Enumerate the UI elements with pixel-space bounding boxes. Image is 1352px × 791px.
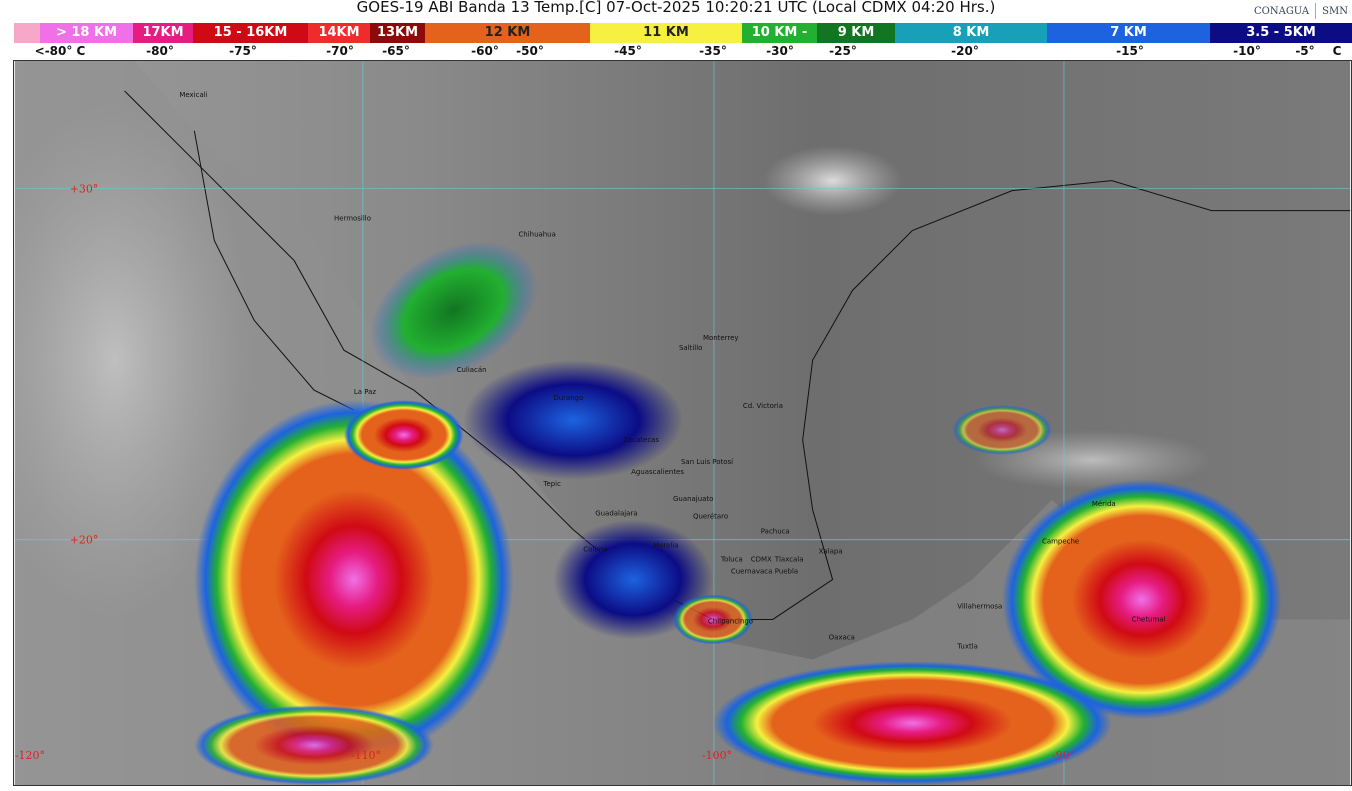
legend-segment: > 18 KM	[40, 23, 133, 43]
city-label: Chilpancingo	[708, 617, 753, 625]
image-title: GOES-19 ABI Banda 13 Temp.[C] 07-Oct-202…	[356, 0, 996, 16]
city-labels: Mexicali Hermosillo Chihuahua Culiacán La Pa…	[179, 91, 1165, 650]
city-label: Cuernavaca	[731, 568, 773, 576]
city-label: CDMX	[751, 556, 772, 564]
legend-segment: 17KM	[133, 23, 193, 43]
conagua-logo: CONAGUA	[1254, 5, 1310, 17]
city-label: Oaxaca	[829, 633, 855, 641]
temperature-label: -45°	[614, 44, 642, 58]
longitude-label: -120°	[15, 749, 45, 762]
legend-segment: 7 KM	[1047, 23, 1210, 43]
city-label: Tuxtla	[956, 642, 978, 650]
city-label: Puebla	[775, 568, 798, 576]
latitude-label: +20°	[70, 534, 99, 547]
smn-logo: SMN	[1322, 5, 1348, 17]
temperature-label: -15°	[1116, 44, 1144, 58]
temperature-label: -75°	[229, 44, 257, 58]
city-label: Mexicali	[179, 91, 207, 99]
color-legend-bar: > 18 KM 17KM 15 - 16KM 14KM 13KM 12 KM 11 KM 10…	[14, 23, 1352, 43]
city-label: Toluca	[720, 556, 743, 564]
city-label: Cd. Victoria	[743, 402, 783, 410]
graticule-labels: +30° +20° -120° -110° -100° -90°	[15, 183, 1075, 762]
temperature-label: -20°	[951, 44, 979, 58]
city-label: Monterrey	[703, 334, 739, 342]
city-label: Chetumal	[1132, 615, 1166, 623]
city-label: Pachuca	[761, 528, 790, 536]
city-label: Querétaro	[693, 513, 728, 521]
temperature-label: <-80° C	[34, 44, 86, 58]
legend-segment: 8 KM	[895, 23, 1047, 43]
legend-segment	[14, 23, 40, 43]
legend-segment: 11 KM	[590, 23, 742, 43]
city-label: Guanajuato	[673, 495, 713, 503]
city-label: Campeche	[1042, 538, 1079, 546]
legend-segment: 9 KM	[817, 23, 895, 43]
legend-segment: 3.5 - 5KM	[1210, 23, 1352, 43]
city-label: Guadalajara	[595, 510, 637, 518]
city-label: Mérida	[1092, 500, 1116, 508]
legend-segment: 13KM	[370, 23, 425, 43]
temperature-label: -35°	[699, 44, 727, 58]
temperature-label: -30°	[766, 44, 794, 58]
city-label: Zacatecas	[623, 436, 659, 444]
temperature-label: -10°	[1233, 44, 1261, 58]
legend-segment: 15 - 16KM	[193, 23, 308, 43]
temperature-label: -70°	[326, 44, 354, 58]
temperature-label: -25°	[829, 44, 857, 58]
city-label: Culiacán	[457, 366, 487, 374]
legend-segment: 12 KM	[425, 23, 590, 43]
temperature-label: -5°	[1295, 44, 1315, 58]
temperature-label: -60°	[471, 44, 499, 58]
city-label: Tepic	[542, 480, 561, 488]
city-label: La Paz	[354, 388, 377, 396]
city-label: Xalapa	[819, 548, 843, 556]
city-label: Morelia	[653, 542, 678, 550]
logos: CONAGUA SMN	[1254, 3, 1348, 19]
longitude-label: -110°	[351, 749, 381, 762]
latitude-label: +30°	[70, 183, 99, 196]
city-label: Chihuahua	[518, 231, 555, 239]
city-label: San Luis Potosí	[681, 458, 734, 466]
longitude-label: -100°	[702, 749, 732, 762]
city-label: Saltillo	[679, 344, 702, 352]
legend-segment: 10 KM -	[742, 23, 817, 43]
city-label: Colima	[583, 546, 607, 554]
logo-divider	[1315, 3, 1317, 19]
temperature-label: C	[1332, 44, 1342, 58]
temperature-label: -80°	[146, 44, 174, 58]
temperature-label: -65°	[382, 44, 410, 58]
city-label: Hermosillo	[334, 215, 371, 223]
city-label: Durango	[553, 394, 583, 402]
longitude-label: -90°	[1052, 749, 1075, 762]
city-label: Villahermosa	[957, 602, 1002, 610]
city-label: Tlaxcala	[774, 556, 804, 564]
temperature-label: -50°	[516, 44, 544, 58]
legend-segment: 14KM	[308, 23, 370, 43]
satellite-map: Mexicali Hermosillo Chihuahua Culiacán La Pa…	[13, 60, 1352, 786]
city-label: Aguascalientes	[631, 468, 684, 476]
